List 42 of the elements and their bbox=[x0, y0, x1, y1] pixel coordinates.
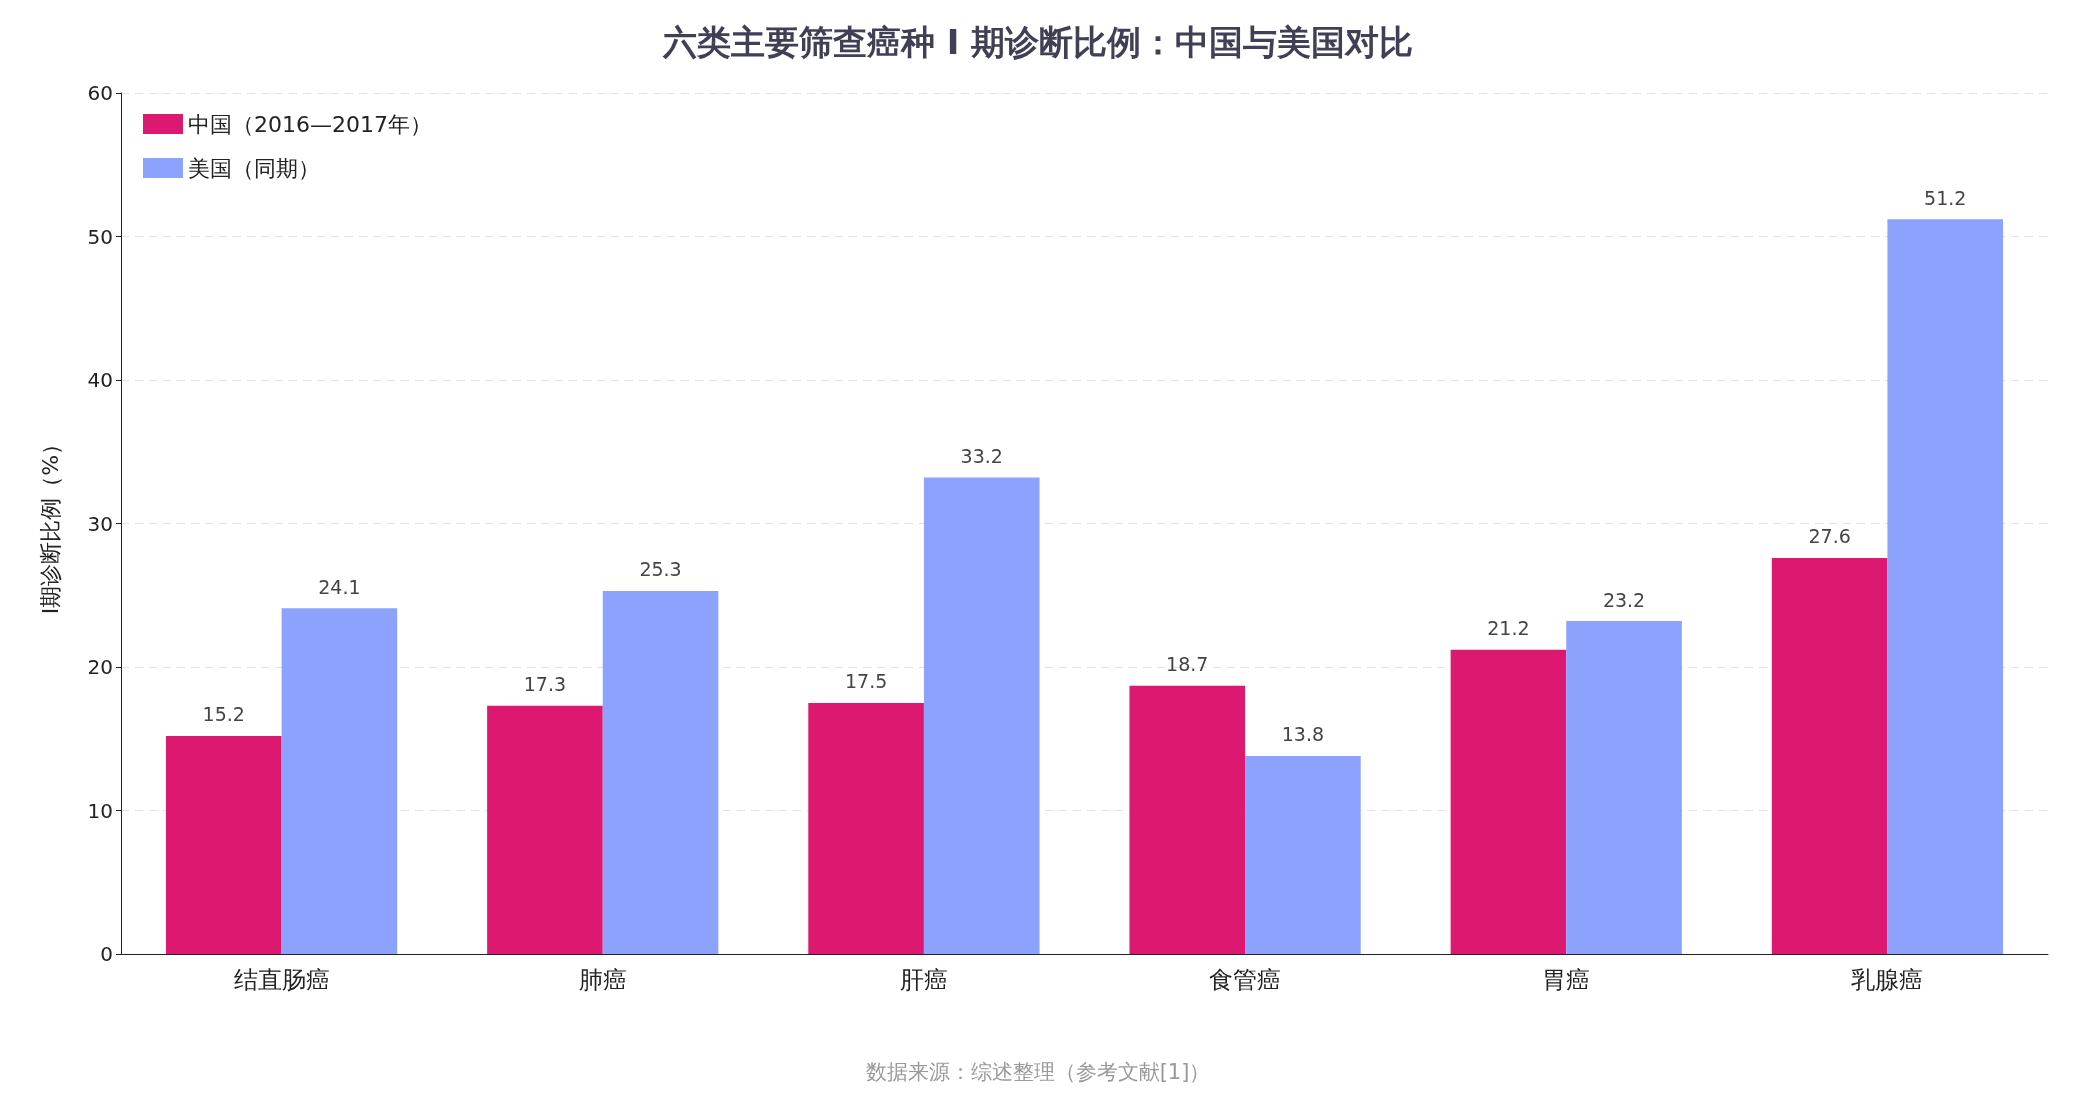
bar bbox=[1566, 621, 1682, 954]
data-label: 23.2 bbox=[1602, 588, 1646, 611]
x-tick-label: 乳腺癌 bbox=[1851, 966, 1924, 994]
bar bbox=[1771, 557, 1888, 954]
x-tick-label: 结直肠癌 bbox=[233, 966, 330, 994]
data-label: 18.7 bbox=[1166, 653, 1209, 676]
x-tick-label: 肺癌 bbox=[578, 966, 627, 994]
y-tick-label: 20 bbox=[87, 655, 113, 679]
x-tick-label: 食管癌 bbox=[1209, 966, 1282, 994]
legend-label: 美国（同期） bbox=[188, 155, 320, 181]
bar bbox=[281, 608, 398, 954]
y-tick-label: 40 bbox=[87, 368, 113, 392]
data-label: 13.8 bbox=[1281, 723, 1325, 746]
source-note: 数据来源：综述整理（参考文献[1]） bbox=[865, 1059, 1211, 1084]
y-tick-label: 10 bbox=[87, 798, 113, 823]
data-label: 27.6 bbox=[1808, 525, 1851, 548]
data-label: 17.5 bbox=[844, 670, 888, 693]
y-tick-label: 0 bbox=[100, 942, 113, 966]
bar bbox=[165, 735, 282, 954]
bar bbox=[1887, 219, 2004, 954]
data-label: 33.2 bbox=[960, 445, 1003, 468]
data-label: 21.2 bbox=[1487, 617, 1530, 640]
legend-label: 中国（2016—2017年） bbox=[188, 111, 432, 137]
chart-title: 六类主要筛查癌种 Ⅰ 期诊断比例：中国与美国对比 bbox=[661, 22, 1414, 62]
y-axis-title: Ⅰ期诊断比例（%） bbox=[37, 432, 63, 615]
data-label: 17.3 bbox=[523, 673, 567, 696]
bar bbox=[1129, 685, 1246, 954]
bar bbox=[602, 590, 719, 954]
data-label: 15.2 bbox=[202, 703, 245, 726]
x-tick-label: 胃癌 bbox=[1542, 966, 1591, 994]
y-tick-label: 60 bbox=[87, 81, 113, 105]
bar bbox=[1245, 755, 1361, 954]
x-tick-label: 肝癌 bbox=[899, 966, 948, 994]
bar bbox=[1450, 649, 1567, 954]
y-tick-label: 50 bbox=[87, 224, 113, 249]
data-label: 25.3 bbox=[639, 558, 682, 581]
data-label: 51.2 bbox=[1924, 186, 1967, 209]
bar bbox=[923, 477, 1040, 954]
y-tick-label: 30 bbox=[87, 511, 113, 536]
data-label: 24.1 bbox=[318, 575, 361, 598]
bar bbox=[808, 702, 924, 954]
bar bbox=[487, 705, 603, 954]
